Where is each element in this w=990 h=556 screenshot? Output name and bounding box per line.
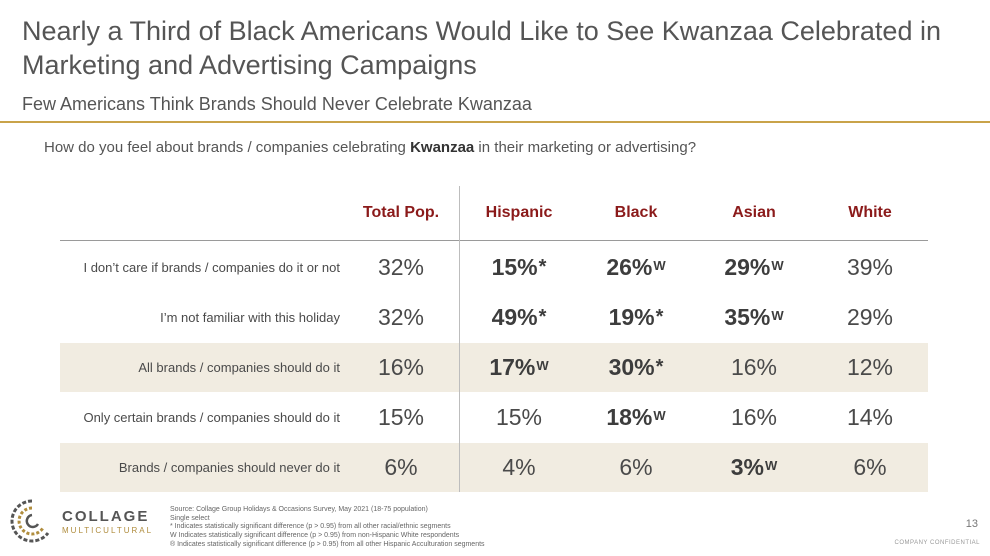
footnote-single-select: Single select [170, 514, 210, 522]
cell-value: 32% [377, 254, 425, 280]
table-cell: 19% * [581, 293, 691, 342]
significance-mark: W [771, 308, 784, 323]
cell-value: 6% [384, 454, 418, 480]
cell-value: 15% [377, 404, 425, 430]
table-cell: 6% [581, 443, 691, 492]
table-cell: 15% * [464, 243, 574, 292]
table-cell: 16% [699, 393, 809, 442]
cell-value: 3% [730, 454, 764, 480]
cell-value: 17% [489, 354, 536, 380]
table-cell: 14% [815, 393, 925, 442]
row-label: Only certain brands / companies should d… [83, 410, 340, 425]
column-header-black: Black [614, 204, 658, 221]
cell-value: 19% [608, 304, 655, 330]
table-cell: 12% [815, 343, 925, 392]
table-cell: 32% [346, 243, 456, 292]
table-cell: 49% * [464, 293, 574, 342]
row-label: All brands / companies should do it [138, 360, 340, 375]
cell-value: 14% [846, 404, 894, 430]
significance-mark: * [538, 306, 547, 328]
cell-value: 16% [377, 354, 425, 380]
confidential-label: COMPANY CONFIDENTIAL [894, 540, 980, 546]
table-cell: 15% [346, 393, 456, 442]
footnote-asterisk: * Indicates statistically significant di… [170, 523, 451, 531]
table-cell: 16% [346, 343, 456, 392]
footnote-source: Source: Collage Group Holidays & Occasio… [170, 506, 428, 513]
logo-tagline: MULTICULTURAL [62, 526, 154, 535]
footnote-acculturation: ® Indicates statistically significant di… [170, 540, 485, 548]
table-cell: 30% * [581, 343, 691, 392]
table-cell: 29% W [699, 243, 809, 292]
cell-value: 15% [491, 254, 538, 280]
page-number: 13 [965, 518, 978, 530]
row-label: I’m not familiar with this holiday [160, 310, 340, 325]
table-cell: 6% [346, 443, 456, 492]
cell-value: 30% [608, 354, 655, 380]
footnotes: Source: Collage Group Holidays & Occasio… [170, 506, 485, 550]
table-cell: 18% W [581, 393, 691, 442]
cell-value: 29% [724, 254, 771, 280]
table-row: Only certain brands / companies should d… [60, 393, 928, 442]
cell-value: 39% [846, 254, 894, 280]
column-header-asian: Asian [732, 204, 776, 221]
table-row: All brands / companies should do it 16% 17… [60, 343, 928, 392]
column-header-total-pop: Total Pop. [362, 204, 440, 221]
table-cell: 15% [464, 393, 574, 442]
table-row: I’m not familiar with this holiday 32% 49%… [60, 293, 928, 342]
table-row: I don’t care if brands / companies do it… [60, 243, 928, 292]
table-cell: 4% [464, 443, 574, 492]
table-cell: 32% [346, 293, 456, 342]
significance-mark: W [536, 358, 549, 373]
table-cell: 17% W [464, 343, 574, 392]
table-cell: 26% W [581, 243, 691, 292]
collage-logo-icon [10, 499, 50, 543]
cell-value: 15% [495, 404, 543, 430]
significance-mark: W [764, 458, 778, 473]
slide-subtitle: Few Americans Think Brands Should Never … [22, 94, 532, 114]
cell-value: 12% [846, 354, 894, 380]
row-label: Brands / companies should never do it [118, 460, 340, 475]
cell-value: 29% [846, 304, 894, 330]
cell-value: 32% [377, 304, 425, 330]
significance-mark: * [538, 256, 547, 278]
table-cell: 35% W [699, 293, 809, 342]
column-header-white: White [848, 204, 892, 221]
survey-question: How do you feel about brands / companies… [44, 139, 696, 156]
cell-value: 6% [619, 454, 653, 480]
cell-value: 16% [730, 404, 778, 430]
question-text-before: How do you feel about brands / companies… [44, 139, 411, 156]
logo-wordmark: COLLAGE [62, 508, 150, 525]
row-label: I don’t care if brands / companies do it… [83, 260, 340, 275]
significance-mark: * [655, 306, 664, 328]
table-cell: 39% [815, 243, 925, 292]
table-row: Brands / companies should never do it 6% 4… [60, 443, 928, 492]
cell-value: 4% [502, 454, 536, 480]
table-cell: 16% [699, 343, 809, 392]
cell-value: 26% [606, 254, 653, 280]
cell-value: 6% [853, 454, 887, 480]
cell-value: 35% [724, 304, 771, 330]
significance-mark: W [653, 258, 666, 273]
significance-mark: * [655, 356, 664, 378]
slide-title: Nearly a Third of Black Americans Would … [22, 16, 941, 80]
column-header-hispanic: Hispanic [485, 204, 553, 221]
question-text-bold: Kwanzaa [410, 139, 475, 156]
cell-value: 16% [730, 354, 778, 380]
table-cell: 3% W [699, 443, 809, 492]
question-text-after: in their marketing or advertising? [474, 139, 697, 156]
significance-mark: W [771, 258, 784, 273]
header-divider [60, 240, 928, 241]
column-divider [459, 186, 460, 492]
footnote-w: W Indicates statistically significant di… [170, 532, 460, 540]
table-cell: 29% [815, 293, 925, 342]
significance-mark: W [653, 408, 666, 423]
table-cell: 6% [815, 443, 925, 492]
cell-value: 49% [491, 304, 538, 330]
cell-value: 18% [606, 404, 653, 430]
title-divider [0, 121, 990, 123]
